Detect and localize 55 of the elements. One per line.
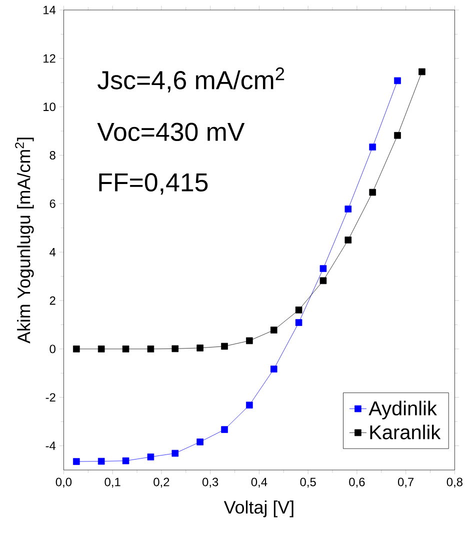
y-tick-label: 4 <box>50 248 56 256</box>
point <box>73 458 80 465</box>
point <box>344 236 352 244</box>
x-tick-label: 0,4 <box>251 478 268 488</box>
point <box>344 206 352 212</box>
x-tick-label: 0,2 <box>154 478 170 488</box>
y-tick-label: 2 <box>50 296 56 305</box>
point <box>394 77 401 84</box>
point <box>172 450 179 457</box>
x-tick-label: 0,3 <box>202 478 218 488</box>
x-tick-label: 0,0 <box>56 478 72 488</box>
point <box>73 346 80 352</box>
y-tick-label: -4 <box>46 442 56 450</box>
point <box>221 342 228 350</box>
x-tick-label: 0,8 <box>446 478 462 488</box>
point <box>295 306 302 314</box>
annotation: FF=0,415 <box>99 173 208 195</box>
x-axis-title: Voltaj [V] <box>224 500 294 518</box>
point <box>320 277 327 284</box>
y-tick-label: 8 <box>50 151 56 160</box>
point <box>147 346 154 352</box>
point <box>98 346 105 352</box>
x-tick-label: 0,5 <box>300 478 316 488</box>
point <box>320 265 327 272</box>
y-tick-label: 6 <box>50 199 56 208</box>
legend-label: Karanlik <box>370 424 441 440</box>
point <box>270 326 278 334</box>
point <box>122 457 130 464</box>
legend-label: Aydinlik <box>368 400 437 420</box>
y-tick-label: -2 <box>46 393 56 402</box>
y-axis-title: Akim Yogunlugu [mA/cm$^{2}$] <box>15 138 34 344</box>
point <box>196 438 204 446</box>
y-tick-label: 0 <box>50 344 56 354</box>
y-tick-label: 14 <box>44 6 56 14</box>
y-tick-label: 12 <box>44 54 56 63</box>
point <box>172 345 179 352</box>
x-tick-label: 0,7 <box>398 478 414 488</box>
point <box>221 426 228 433</box>
point <box>418 68 426 76</box>
point <box>98 458 105 465</box>
point <box>295 319 302 326</box>
point <box>394 132 401 139</box>
annotation: Jsc=4,6 mA/cm$^{2}$ <box>98 67 284 92</box>
point <box>246 402 253 409</box>
point <box>196 344 204 352</box>
point <box>369 144 376 150</box>
point <box>270 366 278 372</box>
y-tick-label: 10 <box>44 102 56 112</box>
point <box>122 346 130 352</box>
x-tick-label: 0,1 <box>104 478 120 488</box>
x-tick-label: 0,6 <box>349 478 365 488</box>
annotation: Voc=430 mV <box>97 122 245 142</box>
point <box>246 337 253 344</box>
point <box>369 188 376 196</box>
point <box>147 454 154 460</box>
